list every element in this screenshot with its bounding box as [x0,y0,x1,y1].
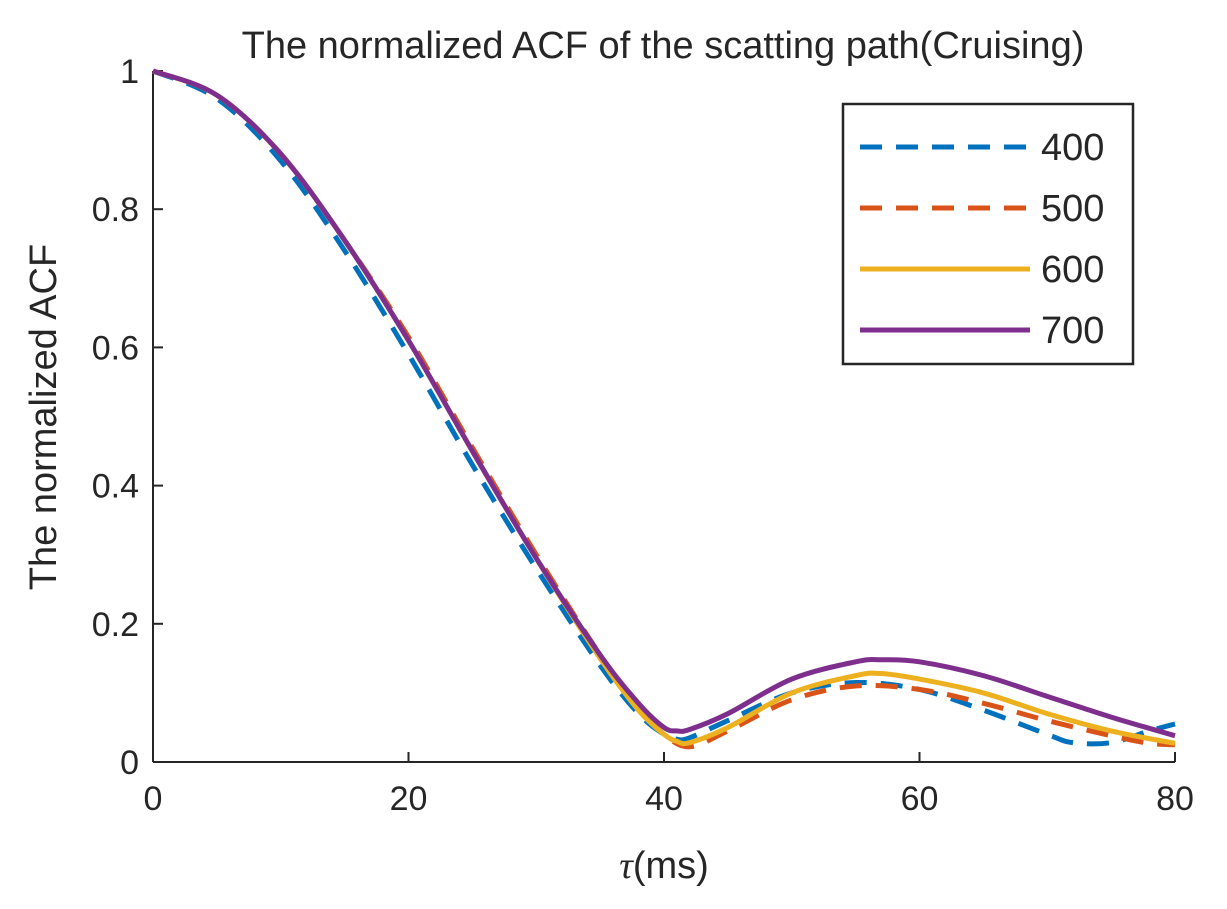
x-axis-label: τ(ms) [619,845,709,887]
legend-label-500: 500 [1041,188,1104,230]
y-tick-label: 1 [120,53,139,91]
x-axis-label-unit: (ms) [633,845,709,887]
y-tick-label: 0.2 [92,606,139,644]
legend: 400 500 600 700 [841,102,1135,366]
legend-label-600: 600 [1041,249,1104,291]
legend-entries: 400 500 600 700 [860,127,1104,352]
y-tick-label: 0 [120,744,139,782]
y-tick-label: 0.4 [92,468,139,506]
x-tick-label: 40 [645,780,683,818]
y-axis-label: The normalized ACF [23,244,65,590]
y-tick-label: 0.6 [92,329,139,367]
series-group [152,68,1176,750]
legend-label-700: 700 [1041,310,1104,352]
x-tick-label: 60 [901,780,939,818]
series-line-400 [152,68,1176,747]
y-tick-label: 0.8 [92,191,139,229]
y-ticks: 0 0.2 0.4 0.6 0.8 1 [92,53,163,782]
series-line-700 [152,68,1176,739]
x-axis-label-symbol: τ [619,845,634,887]
x-tick-label: 0 [144,780,163,818]
x-tick-label: 80 [1156,780,1194,818]
x-ticks: 0 20 40 60 80 [144,752,1194,818]
x-tick-label: 20 [390,780,428,818]
legend-label-400: 400 [1041,127,1104,169]
chart-title: The normalized ACF of the scatting path(… [242,25,1085,67]
